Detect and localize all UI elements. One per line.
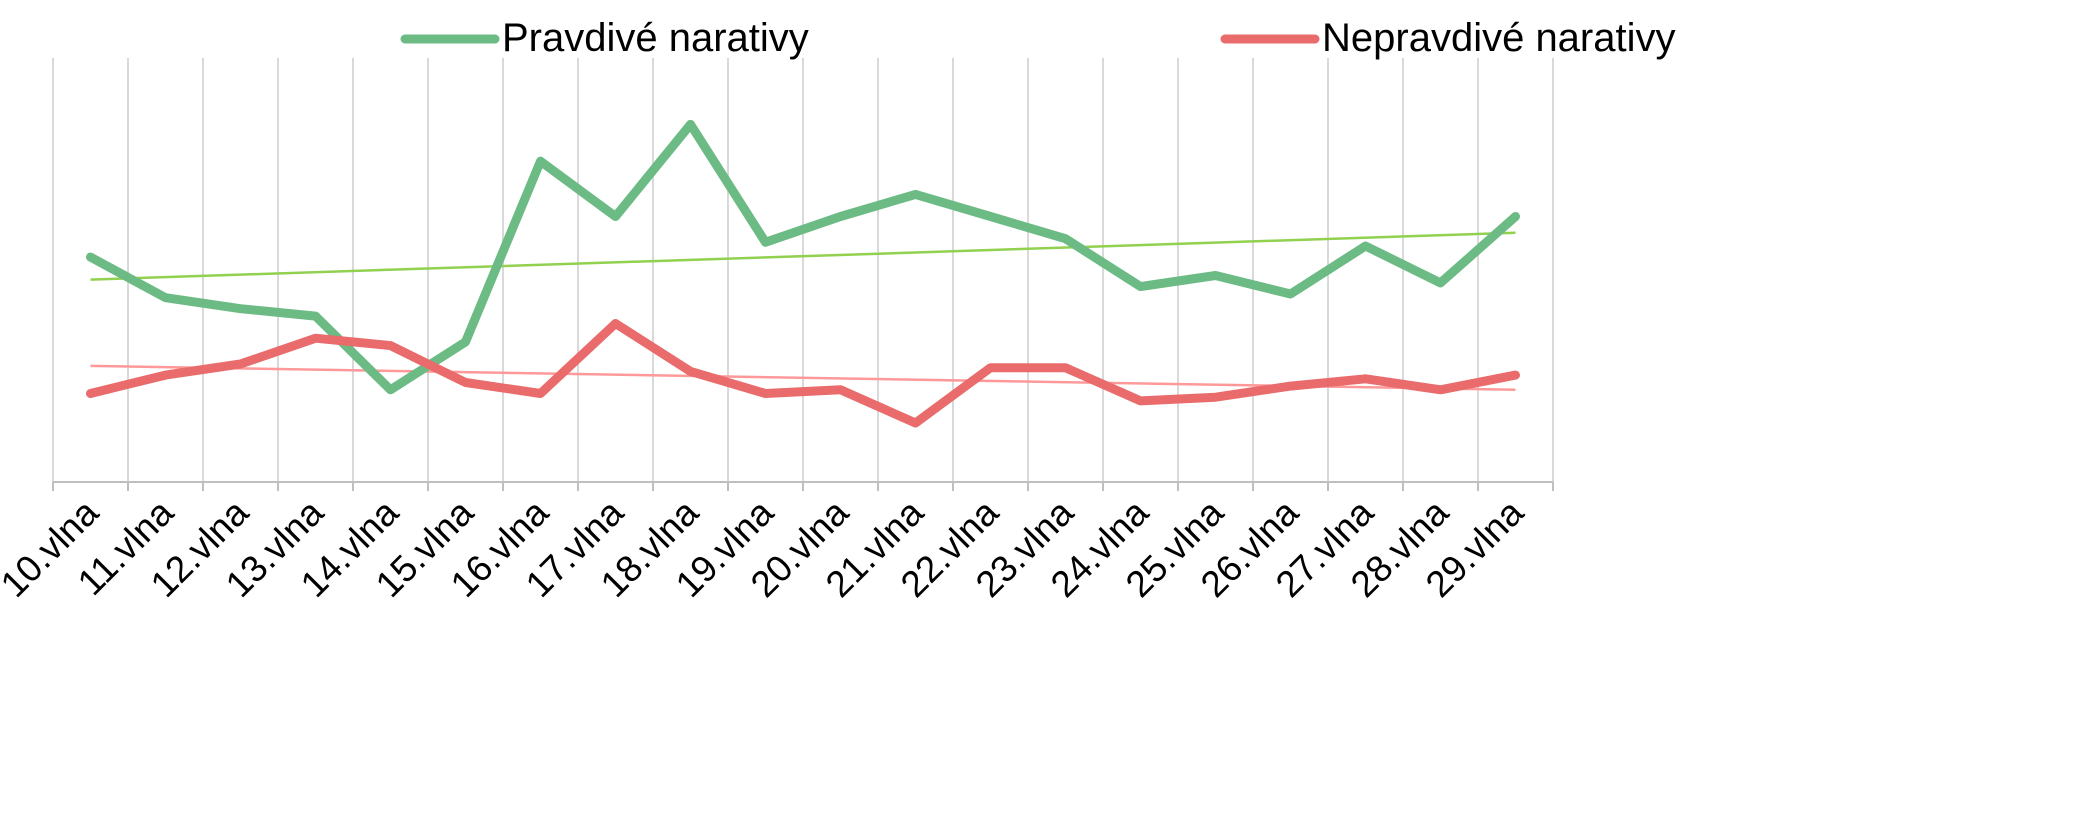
series-line-1 [86, 319, 1520, 428]
series-lines [86, 119, 1520, 428]
series-line-0 [86, 119, 1520, 395]
legend-item-pravdive: Pravdivé narativy [400, 16, 809, 60]
x-axis [52, 481, 1554, 491]
legend-item-nepravdive: Nepravdivé narativy [1220, 16, 1676, 60]
gridlines [52, 58, 1554, 482]
legend-label-nepravdive: Nepravdivé narativy [1322, 16, 1676, 60]
legend-label-pravdive: Pravdivé narativy [502, 16, 809, 60]
trendline-0 [90, 231, 1516, 281]
legend: Pravdivé narativy Nepravdivé narativy [400, 16, 1676, 60]
x-tick-labels: 10.vlna11.vlna12.vlna13.vlna14.vlna15.vl… [0, 491, 1531, 605]
